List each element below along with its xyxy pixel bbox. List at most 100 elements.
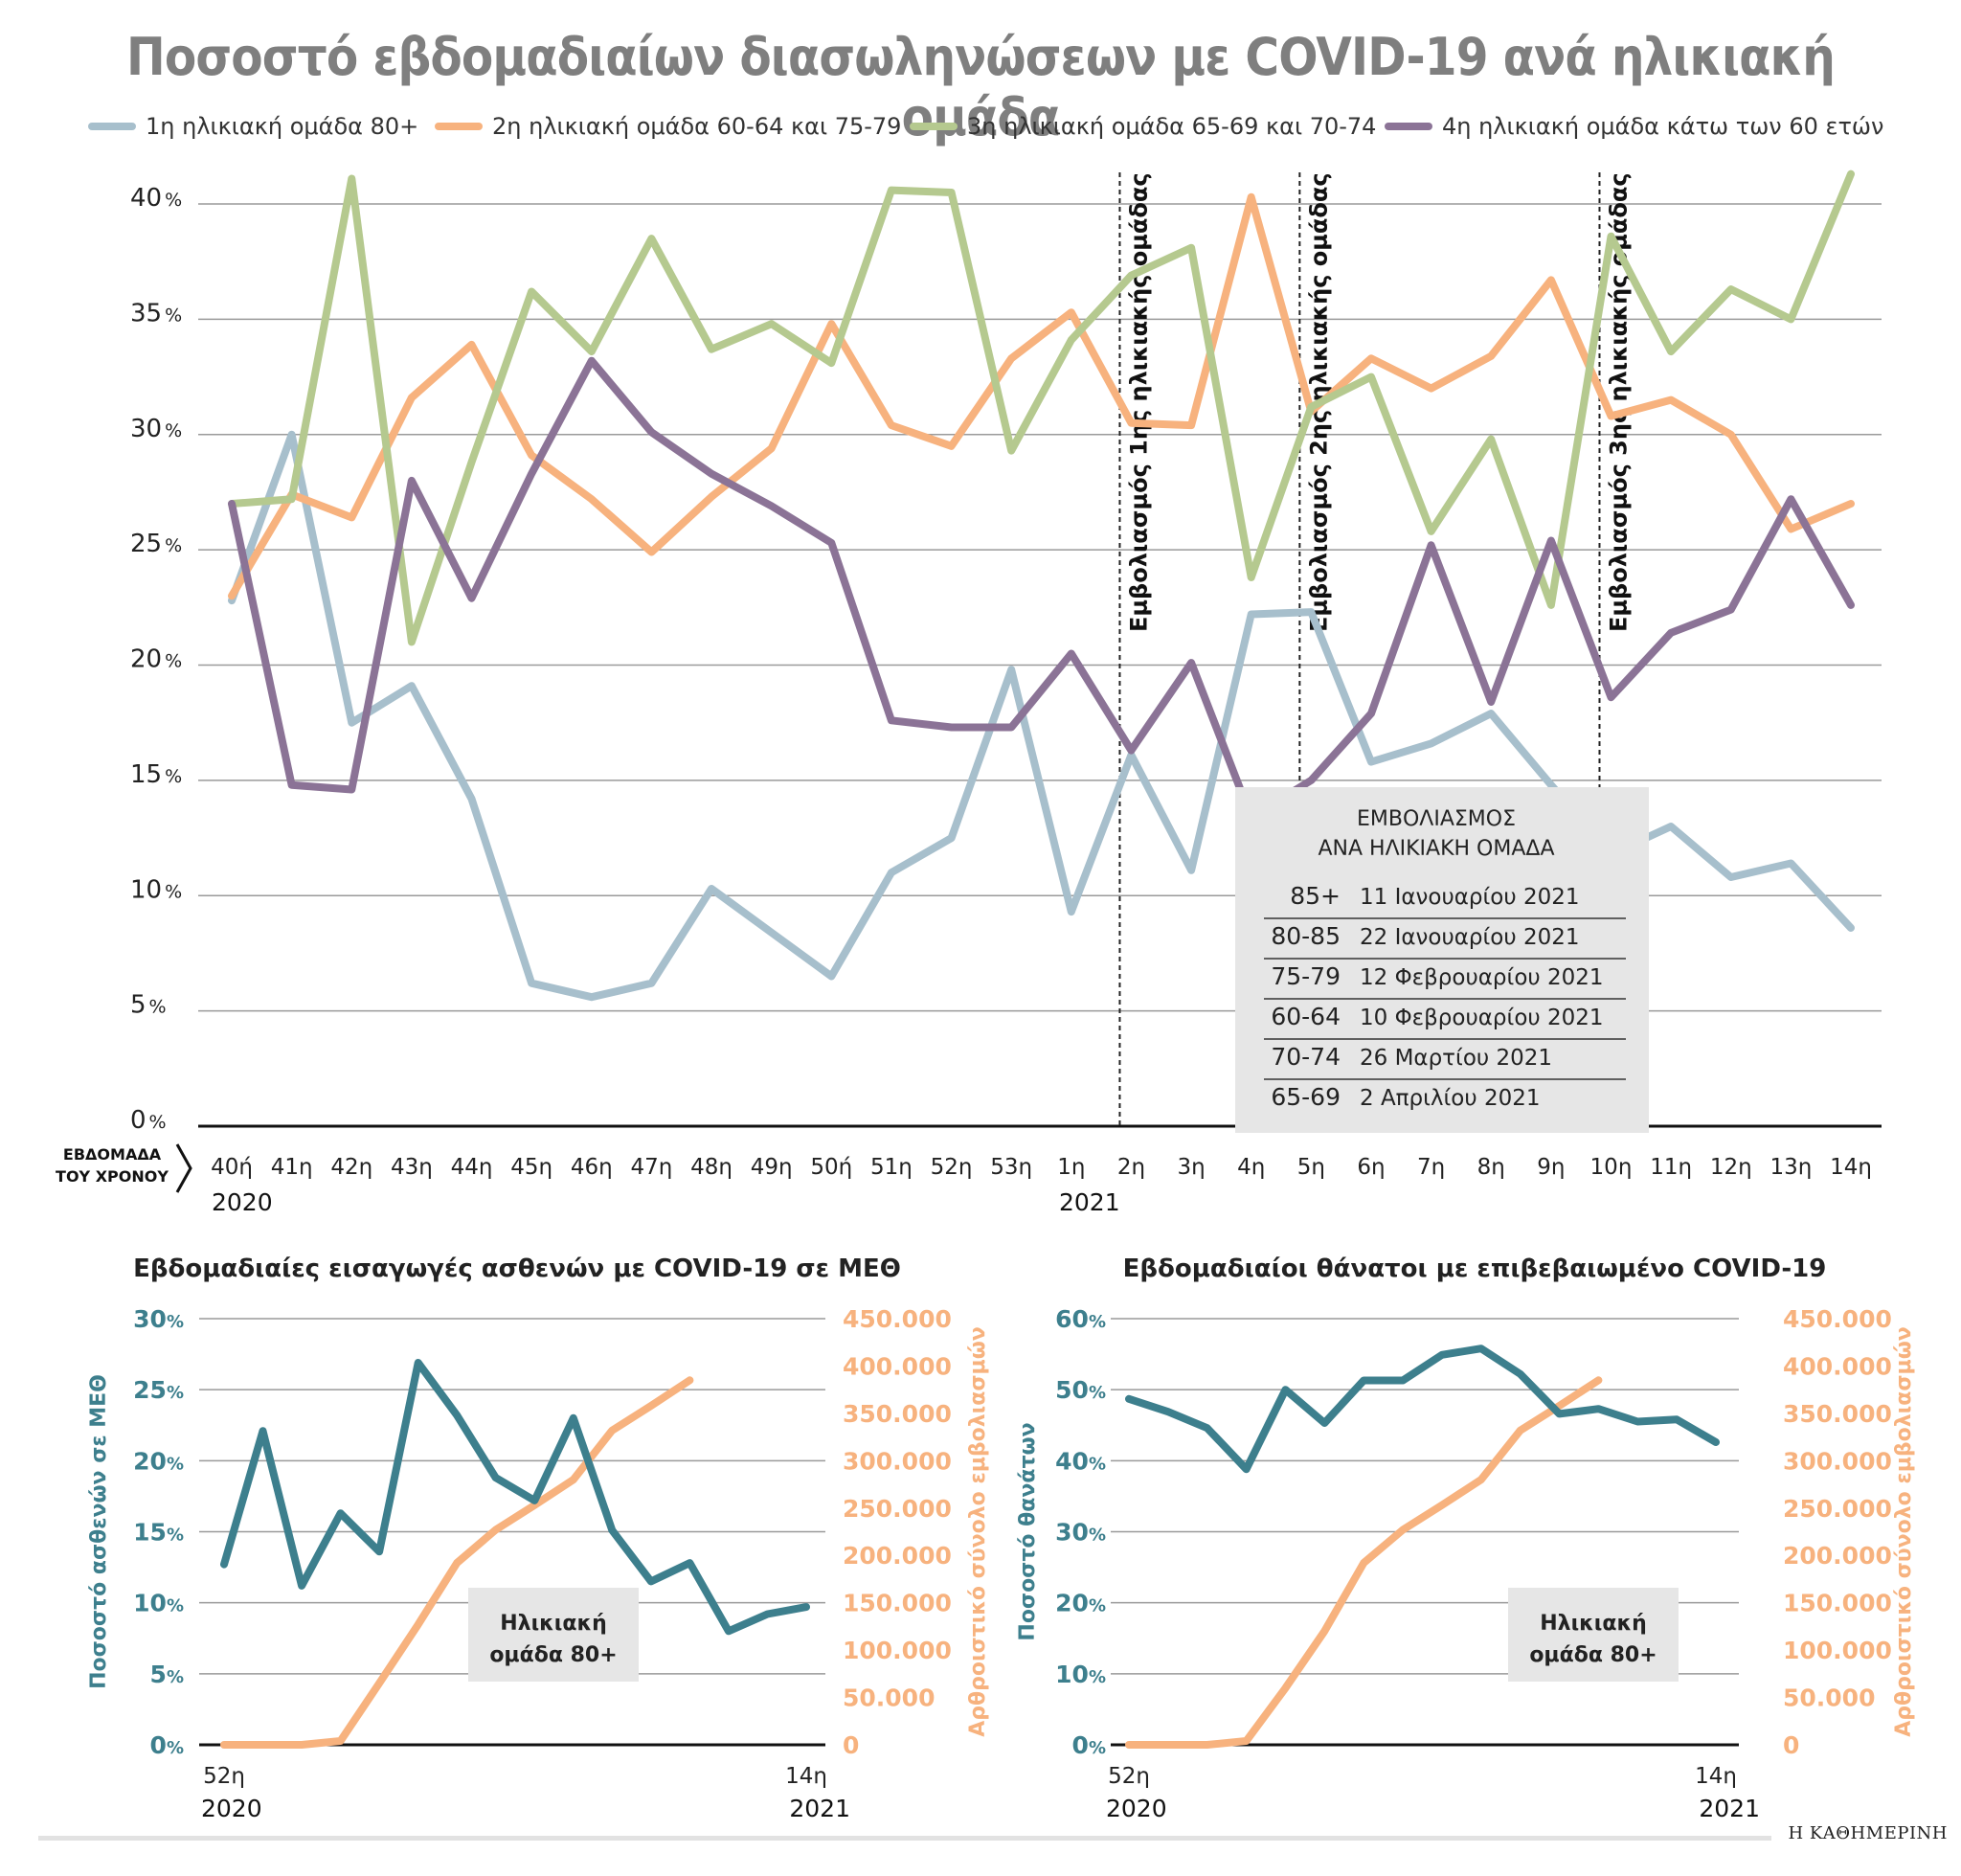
x-end-label: 14η <box>1695 1764 1737 1789</box>
right-y-tick-label: 50.000 <box>1783 1684 1875 1712</box>
age-group-box <box>468 1588 639 1682</box>
series-line-4 <box>228 356 1855 822</box>
age-group-box-line1: Ηλικιακή <box>1540 1612 1647 1636</box>
vaccination-table: ΕΜΒΟΛΙΑΣΜΟΣ ΑΝΑ ΗΛΙΚΙΑΚΗ ΟΜΑΔΑ 85+ 11 Ιαν… <box>1235 787 1649 1133</box>
x-start-label: 52η <box>1108 1764 1150 1789</box>
x-tick-label: 50ή <box>810 1155 852 1180</box>
right-y-tick-label: 300.000 <box>843 1447 952 1475</box>
vaccination-date: 11 Ιανουαρίου 2021 <box>1360 885 1580 910</box>
x-axis-caption-line2: ΤΟΥ ΧΡΟΝΟΥ <box>56 1167 169 1186</box>
right-y-tick-label: 100.000 <box>1783 1637 1892 1664</box>
vaccination-table-subtitle: ΑΝΑ ΗΛΙΚΙΑΚΗ ΟΜΑΔΑ <box>1318 837 1554 861</box>
left-y-tick-label: 10% <box>1055 1661 1106 1688</box>
legend-item-under-60: 4η ηλικιακή ομάδα κάτω των 60 ετών <box>1385 113 1883 140</box>
vaccination-date: 10 Φεβρουαρίου 2021 <box>1360 1006 1604 1030</box>
subchart-title: Εβδομαδιαίοι θάνατοι με επιβεβαιωμένο CO… <box>1123 1254 1827 1283</box>
y-tick-label: 20% <box>130 645 182 674</box>
footer-divider <box>38 1836 1771 1841</box>
x-tick-label: 46η <box>571 1155 613 1180</box>
right-y-tick-label: 200.000 <box>1783 1542 1892 1570</box>
right-y-tick-label: 0 <box>843 1731 859 1759</box>
vaccination-date: 26 Μαρτίου 2021 <box>1360 1046 1552 1071</box>
left-y-tick-label: 40% <box>1055 1447 1106 1475</box>
series-line-2 <box>228 192 1855 600</box>
vaccination-date: 2 Απριλίου 2021 <box>1360 1086 1541 1111</box>
x-tick-label: 41η <box>271 1155 313 1180</box>
right-y-tick-label: 150.000 <box>1783 1590 1892 1617</box>
x-axis-caption: ΕΒΔΟΜΑΔΑ ΤΟΥ ΧΡΟΝΟΥ <box>56 1143 192 1193</box>
x-tick-label: 49η <box>751 1155 793 1180</box>
x-tick-label: 45η <box>510 1155 552 1180</box>
left-axis-title: Ποσοστό θανάτων <box>1016 1422 1040 1640</box>
left-y-tick-label: 20% <box>133 1447 184 1475</box>
legend-swatch <box>910 123 958 130</box>
left-y-tick-label: 0% <box>1072 1731 1106 1759</box>
x-tick-label: 14η <box>1830 1155 1872 1180</box>
right-y-tick-label: 0 <box>1783 1731 1799 1759</box>
publisher-logo: Η ΚΑΘΗΜΕΡΙΝΗ <box>1788 1823 1948 1843</box>
right-y-tick-label: 100.000 <box>843 1637 952 1664</box>
vaccination-date: 22 Ιανουαρίου 2021 <box>1360 925 1580 950</box>
right-y-tick-label: 400.000 <box>843 1352 952 1380</box>
y-tick-label: 30% <box>130 415 182 443</box>
vaccination-age-group: 70-74 <box>1271 1043 1341 1071</box>
left-y-tick-label: 60% <box>1055 1305 1106 1333</box>
x-end-label: 14η <box>785 1764 827 1789</box>
x-tick-label: 43η <box>391 1155 433 1180</box>
year-start-label: 2020 <box>201 1795 262 1822</box>
right-axis-title: Αρθροιστικό σύνολο εμβολιασμών <box>1892 1326 1916 1737</box>
legend: 1η ηλικιακή ομάδα 80+ 2η ηλικιακή ομάδα … <box>88 113 1907 151</box>
year-start-label: 2020 <box>1106 1795 1167 1822</box>
series-line-3 <box>228 170 1855 646</box>
left-y-tick-label: 25% <box>133 1376 184 1404</box>
vaccination-date: 12 Φεβρουαρίου 2021 <box>1360 965 1604 990</box>
x-tick-label: 13η <box>1769 1155 1812 1180</box>
left-y-tick-label: 30% <box>133 1305 184 1333</box>
legend-label: 4η ηλικιακή ομάδα κάτω των 60 ετών <box>1442 113 1884 140</box>
left-axis-title: Ποσοστό ασθενών σε ΜΕΘ <box>87 1374 111 1689</box>
y-tick-label: 40% <box>130 184 182 213</box>
right-y-tick-label: 250.000 <box>1783 1495 1892 1523</box>
vaccination-age-group: 80-85 <box>1271 922 1341 950</box>
y-tick-label: 15% <box>130 760 182 789</box>
icu-chart: Εβδομαδιαίες εισαγωγές ασθενών με COVID-… <box>87 1254 990 1822</box>
vaccination-age-group: 75-79 <box>1271 962 1341 990</box>
left-y-tick-label: 20% <box>1055 1590 1106 1617</box>
legend-item-60-64-75-79: 2η ηλικιακή ομάδα 60-64 και 75-79 <box>435 113 901 140</box>
x-tick-label: 11η <box>1650 1155 1692 1180</box>
right-y-tick-label: 400.000 <box>1783 1352 1892 1380</box>
subchart-title: Εβδομαδιαίες εισαγωγές ασθενών με COVID-… <box>133 1254 901 1283</box>
percentage-line <box>220 1359 810 1636</box>
right-y-tick-label: 150.000 <box>843 1590 952 1617</box>
legend-swatch <box>435 123 483 130</box>
right-y-tick-label: 450.000 <box>843 1305 952 1333</box>
legend-label: 3η ηλικιακή ομάδα 65-69 και 70-74 <box>967 113 1377 140</box>
left-y-tick-label: 5% <box>150 1661 184 1688</box>
legend-label: 2η ηλικιακή ομάδα 60-64 και 75-79 <box>492 113 902 140</box>
x-tick-label: 1η <box>1057 1155 1085 1180</box>
x-tick-label: 52η <box>931 1155 973 1180</box>
left-y-tick-label: 50% <box>1055 1376 1106 1404</box>
x-tick-label: 4η <box>1237 1155 1265 1180</box>
x-tick-label: 7η <box>1417 1155 1445 1180</box>
legend-label: 1η ηλικιακή ομάδα 80+ <box>146 113 419 140</box>
year-end-label: 2021 <box>1699 1795 1760 1822</box>
x-tick-label: 2η <box>1117 1155 1145 1180</box>
vaccination-age-group: 65-69 <box>1271 1083 1341 1111</box>
x-tick-label: 44η <box>451 1155 493 1180</box>
chevron-right-icon <box>175 1143 192 1193</box>
x-tick-label: 53η <box>990 1155 1032 1180</box>
right-y-tick-label: 250.000 <box>843 1495 952 1523</box>
x-start-label: 52η <box>203 1764 245 1789</box>
legend-swatch <box>88 123 136 130</box>
age-group-box <box>1508 1588 1679 1682</box>
x-tick-label: 6η <box>1357 1155 1385 1180</box>
x-axis-caption-line1: ΕΒΔΟΜΑΔΑ <box>63 1145 162 1164</box>
y-tick-label: 0% <box>130 1106 167 1135</box>
legend-item-65-69-70-74: 3η ηλικιακή ομάδα 65-69 και 70-74 <box>910 113 1376 140</box>
y-tick-label: 35% <box>130 299 182 328</box>
x-tick-label: 5η <box>1297 1155 1325 1180</box>
x-tick-label: 40ή <box>211 1155 253 1180</box>
vaccination-table-background <box>1235 787 1649 1133</box>
